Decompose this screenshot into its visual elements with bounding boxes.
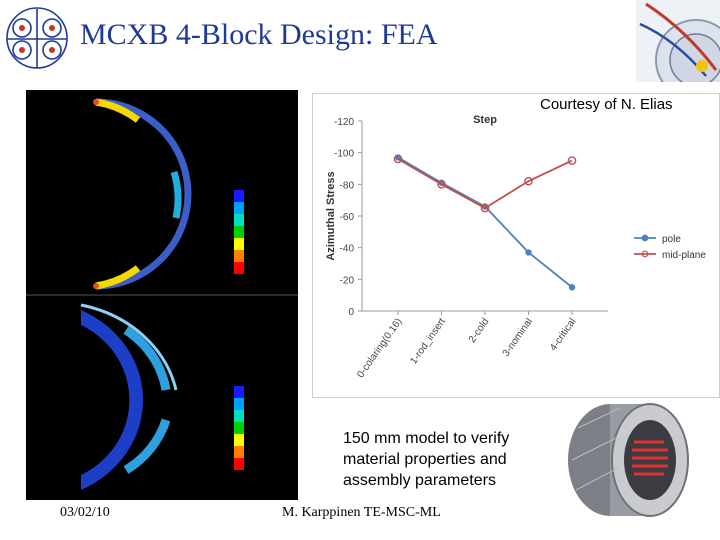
footer-date: 03/02/10 (60, 505, 110, 520)
x-tick-label: 3-nominal (501, 316, 535, 358)
y-axis-title: Azimuthal Stress (325, 171, 337, 260)
data-point-mid-plane (480, 203, 490, 213)
y-tick-label: -40 (340, 244, 355, 255)
slide-title: MCXB 4-Block Design: FEA (80, 18, 438, 51)
x-tick-label: 0-colaring(0.16) (355, 316, 404, 380)
x-tick-label: 2-cold (467, 316, 492, 345)
data-point-mid-plane (437, 180, 446, 189)
fea-color-legend-bottom (234, 386, 244, 470)
y-tick-label: -100 (334, 149, 354, 160)
footer-author: M. Karppinen TE-MSC-ML (282, 505, 441, 520)
legend-label-pole: pole (662, 234, 681, 245)
y-tick-label: -60 (340, 212, 355, 223)
series-line-pole (397, 156, 573, 288)
data-point-pole (568, 284, 576, 291)
fea-color-legend-top (234, 190, 244, 274)
fea-coil-arc (93, 98, 192, 290)
courtesy-note: Courtesy of N. Elias (540, 96, 673, 113)
fea-collar-contour (80, 303, 178, 490)
x-tick-label: 1-rod_insert (408, 316, 448, 366)
y-tick-label: -80 (340, 180, 355, 191)
stress-line-chart: Step -120 -100 -80 -60 -40 -20 0 Azimuthal Stres… (325, 114, 706, 380)
data-point-mid-plane (393, 154, 403, 164)
magnet-model-photo (568, 403, 689, 517)
y-tick-label: -120 (334, 117, 354, 128)
x-tick-label: 4-critical (548, 316, 578, 353)
legend-marker-mid-plane (641, 250, 649, 258)
series-line-mid-plane (397, 158, 573, 210)
fea-stress-plot (26, 90, 298, 500)
legend-marker-pole (641, 234, 649, 242)
chart-title: Step (473, 114, 497, 126)
data-point-mid-plane (567, 156, 577, 165)
cern-logo (6, 7, 68, 69)
data-point-mid-plane (524, 176, 533, 186)
model-caption: 150 mm model to verify material properti… (343, 430, 510, 489)
data-point-pole (525, 249, 532, 256)
stress-chart-frame (312, 93, 720, 398)
legend-label-mid-plane: mid-plane (662, 250, 706, 261)
y-tick-label: 0 (348, 307, 354, 318)
project-logo (636, 0, 720, 82)
y-tick-label: -20 (340, 275, 355, 286)
